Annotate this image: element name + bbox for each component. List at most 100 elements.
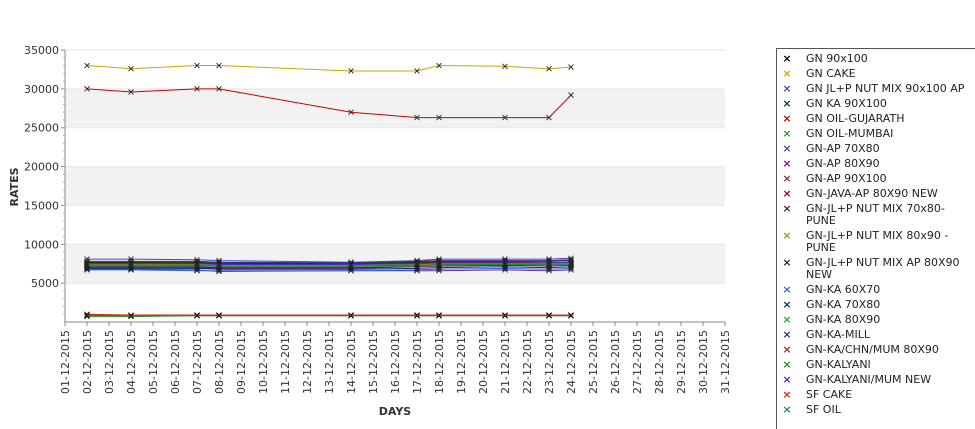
data-point (216, 261, 222, 268)
data-point (502, 312, 508, 319)
data-point (546, 262, 552, 269)
legend-marker-icon: × (782, 112, 792, 125)
data-point (128, 89, 134, 95)
data-point (414, 260, 420, 267)
x-tick-label: 18-12-2015 (433, 330, 446, 394)
legend-item: × GN-KA 70X80 (781, 299, 975, 311)
legend-label: GN-KA/CHN/MUM 80X90 (806, 343, 939, 356)
data-point (128, 312, 134, 318)
data-point (194, 267, 200, 274)
legend-label: GN OIL-GUJARATH (806, 112, 905, 125)
data-point (436, 114, 442, 121)
data-point (128, 312, 134, 319)
point-mark (546, 260, 552, 266)
x-tick-label: 13-12-2015 (323, 330, 336, 394)
legend-item: × GN CAKE (781, 68, 975, 80)
x-tick-label: 31-12-2015 (719, 330, 732, 394)
legend-label: GN OIL-MUMBAI (806, 127, 894, 140)
point-mark (216, 86, 222, 92)
x-tick-label: 22-12-2015 (521, 330, 534, 394)
point-mark (84, 62, 90, 69)
legend-label: GN-KA 80X90 (806, 313, 881, 326)
legend-label: GN-JL+P NUT MIX AP 80X90 NEW (806, 256, 960, 281)
grid-band (65, 166, 725, 206)
x-tick-label: 02-12-2015 (81, 330, 94, 394)
legend-marker-icon: × (782, 187, 792, 200)
x-tick-label: 03-12-2015 (103, 330, 116, 394)
point-mark (194, 312, 200, 319)
grid-band (65, 88, 725, 128)
data-point (568, 259, 574, 265)
x-tick-label: 25-12-2015 (587, 330, 600, 394)
y-axis-ticks: 5000 10000 15000 20000 25000 30000 35000 (24, 44, 65, 315)
data-point (84, 86, 90, 92)
point-mark (546, 114, 552, 121)
legend-marker-icon: × (782, 229, 792, 242)
legend-marker-icon: × (782, 172, 792, 185)
legend-item: × GN-KA 80X90 (781, 314, 975, 326)
legend-marker-icon: × (782, 373, 792, 386)
data-point (546, 312, 552, 319)
point-mark (546, 65, 552, 72)
data-point (568, 261, 574, 268)
series-line (87, 261, 572, 265)
series-line (87, 262, 572, 266)
x-tick-label: 26-12-2015 (609, 330, 622, 394)
x-tick-label: 28-12-2015 (653, 330, 666, 394)
legend-marker-icon: × (782, 388, 792, 401)
data-point (194, 62, 200, 69)
legend-marker-icon: × (782, 328, 792, 341)
x-tick-label: 09-12-2015 (235, 330, 248, 394)
x-axis-ticks: 01-12-2015 02-12-2015 03-12-2015 04-12-2015… (59, 322, 732, 394)
point-mark (194, 62, 200, 69)
point-mark (84, 263, 90, 269)
point-mark (436, 114, 442, 121)
y-tick-label: 30000 (24, 83, 59, 96)
data-point (414, 114, 420, 121)
legend-label: GN-AP 90X100 (806, 172, 887, 185)
point-mark (194, 86, 200, 92)
line-chart: 5000 10000 15000 20000 25000 30000 35000 01-12… (8, 44, 732, 418)
point-mark (194, 267, 200, 274)
series-line (87, 259, 572, 264)
point-mark (348, 68, 354, 74)
point-mark (568, 312, 574, 318)
data-point (194, 260, 200, 267)
series-line (86, 88, 572, 119)
y-tick-label: 25000 (24, 122, 59, 135)
data-point (84, 62, 90, 69)
x-tick-label: 30-12-2015 (697, 330, 710, 394)
legend-marker-icon: × (782, 313, 792, 326)
data-point (194, 312, 200, 319)
data-point (84, 260, 90, 267)
legend-label: GN JL+P NUT MIX 90x100 AP (806, 82, 965, 95)
point-mark (194, 260, 200, 267)
legend-item: × GN OIL-MUMBAI (781, 128, 975, 140)
point-mark (128, 260, 134, 267)
data-point (216, 264, 222, 270)
legend-label: GN KA 90X100 (806, 97, 887, 110)
x-tick-label: 17-12-2015 (411, 330, 424, 394)
data-point (436, 312, 442, 318)
x-tick-label: 19-12-2015 (455, 330, 468, 394)
point-mark (194, 263, 200, 269)
chart-legend: × GN 90x100 × GN CAKE × GN JL+P NUT MIX 90x10… (776, 48, 975, 429)
data-point (502, 312, 508, 318)
point-mark (568, 261, 574, 268)
point-mark (348, 312, 354, 318)
legend-marker-icon: × (782, 343, 792, 356)
data-point (348, 109, 354, 115)
point-mark (128, 312, 134, 318)
point-mark (502, 312, 508, 318)
x-tick-label: 06-12-2015 (169, 330, 182, 394)
point-mark (502, 63, 508, 70)
data-point (216, 62, 222, 69)
series-line (86, 313, 571, 316)
data-point (84, 263, 90, 269)
point-mark (348, 261, 354, 268)
data-point (436, 312, 442, 319)
point-mark (128, 89, 134, 95)
point-mark (546, 262, 552, 269)
legend-marker-icon: × (782, 127, 792, 140)
series-2 (84, 62, 574, 74)
